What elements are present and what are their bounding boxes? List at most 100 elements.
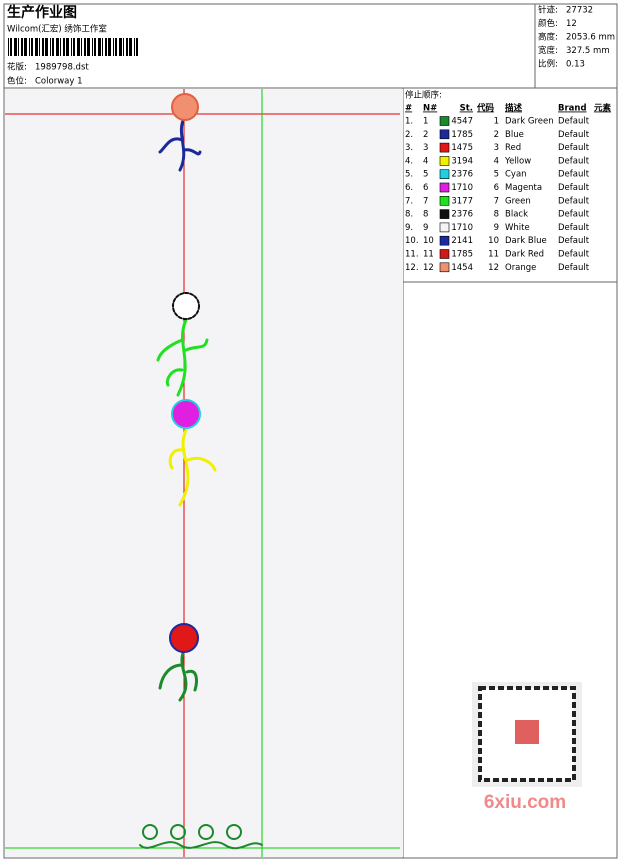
barcode-bar (105, 38, 107, 56)
color-swatch (439, 142, 450, 153)
row-index: 8. (405, 210, 413, 220)
barcode-bar (56, 38, 59, 56)
row-index: 3. (405, 143, 413, 153)
barcode-bar (113, 38, 114, 56)
color-code: 6 (494, 183, 499, 193)
column-header: 描述 (505, 103, 523, 114)
color-code: 3 (494, 143, 499, 153)
color-swatch (439, 262, 450, 273)
color-name: Dark Green (505, 117, 554, 127)
brand: Default (558, 130, 590, 140)
color-swatch (439, 209, 450, 219)
color-code: 7 (494, 196, 499, 206)
barcode-bar (42, 38, 44, 56)
barcode-bar (94, 38, 96, 56)
stat-value: 0.13 (566, 60, 585, 70)
column-header: 元素 (594, 103, 612, 114)
needle: 2 (423, 130, 428, 140)
color-code: 9 (494, 223, 499, 233)
stat-label: 高度: (538, 32, 558, 43)
barcode-bar (66, 38, 69, 56)
stat-label: 宽度: (538, 45, 558, 56)
qr-pattern (478, 686, 576, 782)
brand: Default (558, 170, 590, 180)
stat-value: 327.5 mm (566, 46, 610, 56)
needle: 10 (423, 236, 434, 246)
color-name: Blue (505, 130, 524, 140)
color-name: Magenta (505, 183, 542, 193)
color-code: 10 (488, 236, 499, 246)
color-name: Green (505, 196, 531, 206)
color-code: 12 (488, 263, 499, 273)
color-code: 1 (494, 117, 499, 127)
brand: Default (558, 117, 590, 127)
brand: Default (558, 183, 590, 193)
needle: 6 (423, 183, 428, 193)
stat-value: 12 (566, 19, 577, 29)
color-name: Dark Red (505, 250, 544, 260)
needle: 12 (423, 263, 434, 273)
color-table: # N# St. 代码 描述 Brand 元素1. 1 4547 1 Dark Green Defau… (405, 103, 612, 273)
barcode-bar (98, 38, 101, 56)
color-code: 11 (488, 250, 499, 260)
barcode-bar (24, 38, 27, 56)
color-swatch (439, 116, 450, 126)
barcode-bar (10, 38, 12, 56)
color-name: Cyan (505, 170, 527, 180)
subtitle: Wilcom(汇宏) 绣饰工作室 (7, 24, 107, 35)
row-index: 2. (405, 130, 413, 140)
colorway: Colorway 1 (35, 77, 83, 87)
color-swatch (439, 182, 450, 193)
barcode-bar (87, 38, 90, 56)
stat-label: 颜色: (538, 18, 558, 29)
needle: 4 (423, 156, 428, 166)
title: 生产作业图 (7, 4, 77, 21)
watermark: 6xiu.com (484, 792, 566, 813)
stitch-count: 2376 (451, 170, 473, 180)
brand: Default (558, 250, 590, 260)
column-header: Brand (558, 104, 587, 114)
barcode-bar (77, 38, 80, 56)
barcode-bar (71, 38, 72, 56)
barcode-bar (136, 38, 138, 56)
colorway-label: 色位: (7, 76, 27, 87)
color-name: White (505, 223, 530, 233)
brand: Default (558, 223, 590, 233)
barcode-bar (84, 38, 86, 56)
color-swatch (439, 249, 450, 259)
barcode-bar (50, 38, 51, 56)
row-index: 11. (405, 250, 419, 260)
table-caption: 停止顺序: (405, 90, 442, 101)
barcode-bar (81, 38, 82, 56)
barcode-bar (129, 38, 132, 56)
barcode-bar (39, 38, 40, 56)
brand: Default (558, 210, 590, 220)
color-swatch (439, 196, 450, 206)
barcode-bar (63, 38, 65, 56)
barcode-bar (123, 38, 124, 56)
stitch-count: 2141 (451, 236, 473, 246)
brand: Default (558, 196, 590, 206)
needle: 5 (423, 170, 428, 180)
needle: 9 (423, 223, 428, 233)
barcode-bar (21, 38, 23, 56)
row-index: 1. (405, 117, 413, 127)
color-swatch (439, 129, 450, 140)
page-border (3, 3, 618, 859)
color-swatch (439, 156, 450, 166)
stat-label: 针迹: (538, 5, 558, 16)
motif (139, 93, 263, 850)
brand: Default (558, 143, 590, 153)
barcode (8, 38, 138, 56)
stitch-count: 1454 (451, 263, 473, 273)
barcode-bar (92, 38, 93, 56)
barcode-bar (126, 38, 128, 56)
stitch-count: 1710 (451, 223, 473, 233)
stitch-count: 2376 (451, 210, 473, 220)
qr-logo (515, 720, 539, 744)
barcode-bar (102, 38, 103, 56)
column-header: 代码 (476, 103, 495, 114)
stitch-count: 3177 (451, 196, 473, 206)
column-header: # (405, 104, 412, 114)
